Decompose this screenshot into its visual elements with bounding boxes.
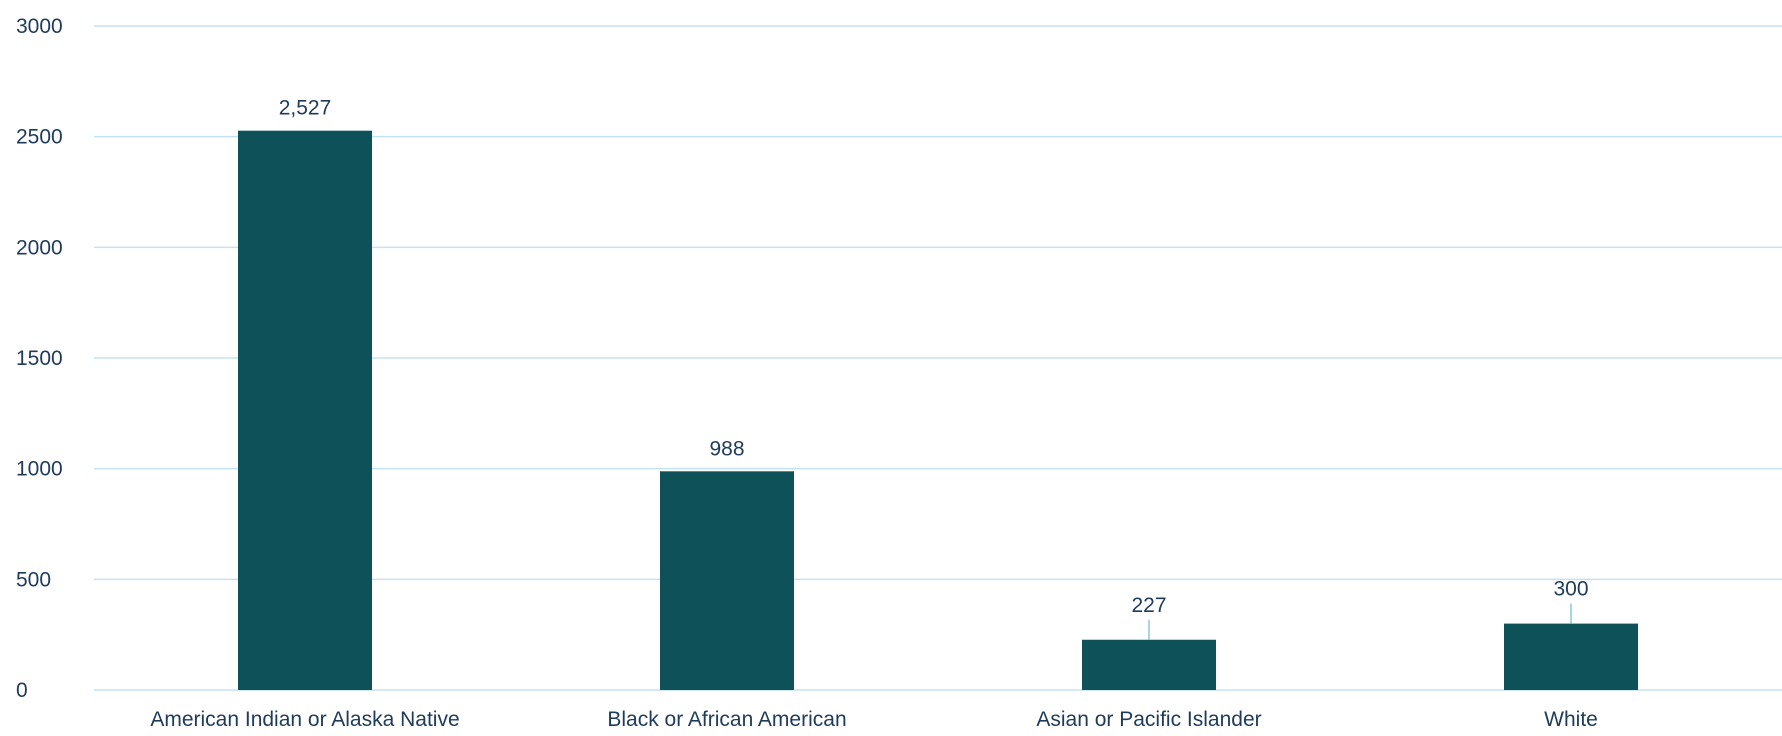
x-category-label: Asian or Pacific Islander bbox=[1036, 708, 1261, 731]
y-tick-label: 3000 bbox=[16, 15, 63, 38]
bar bbox=[1504, 623, 1638, 690]
y-tick-label: 0 bbox=[16, 679, 28, 702]
y-tick-label: 1500 bbox=[16, 347, 63, 370]
x-category-label: American Indian or Alaska Native bbox=[150, 708, 459, 731]
x-axis-category-labels: American Indian or Alaska Native Black or… bbox=[150, 708, 1598, 731]
data-label: 227 bbox=[1131, 594, 1166, 617]
y-tick-label: 2500 bbox=[16, 126, 63, 149]
bars bbox=[238, 130, 1638, 690]
y-axis-tick-labels: 0 500 1000 1500 2000 2500 3000 bbox=[16, 15, 63, 702]
bar bbox=[660, 471, 794, 690]
gridlines bbox=[94, 25, 1782, 691]
data-labels: 2,527 988 227 300 bbox=[279, 97, 1589, 617]
bar bbox=[1082, 639, 1216, 690]
data-label: 988 bbox=[709, 437, 744, 460]
x-category-label: White bbox=[1544, 708, 1598, 731]
data-label: 2,527 bbox=[279, 97, 332, 120]
y-tick-label: 500 bbox=[16, 568, 51, 591]
y-tick-label: 1000 bbox=[16, 458, 63, 481]
data-label-leader-lines bbox=[1148, 603, 1572, 640]
y-tick-label: 2000 bbox=[16, 236, 63, 259]
data-label: 300 bbox=[1553, 578, 1588, 601]
bar bbox=[238, 130, 372, 690]
x-category-label: Black or African American bbox=[607, 708, 846, 731]
